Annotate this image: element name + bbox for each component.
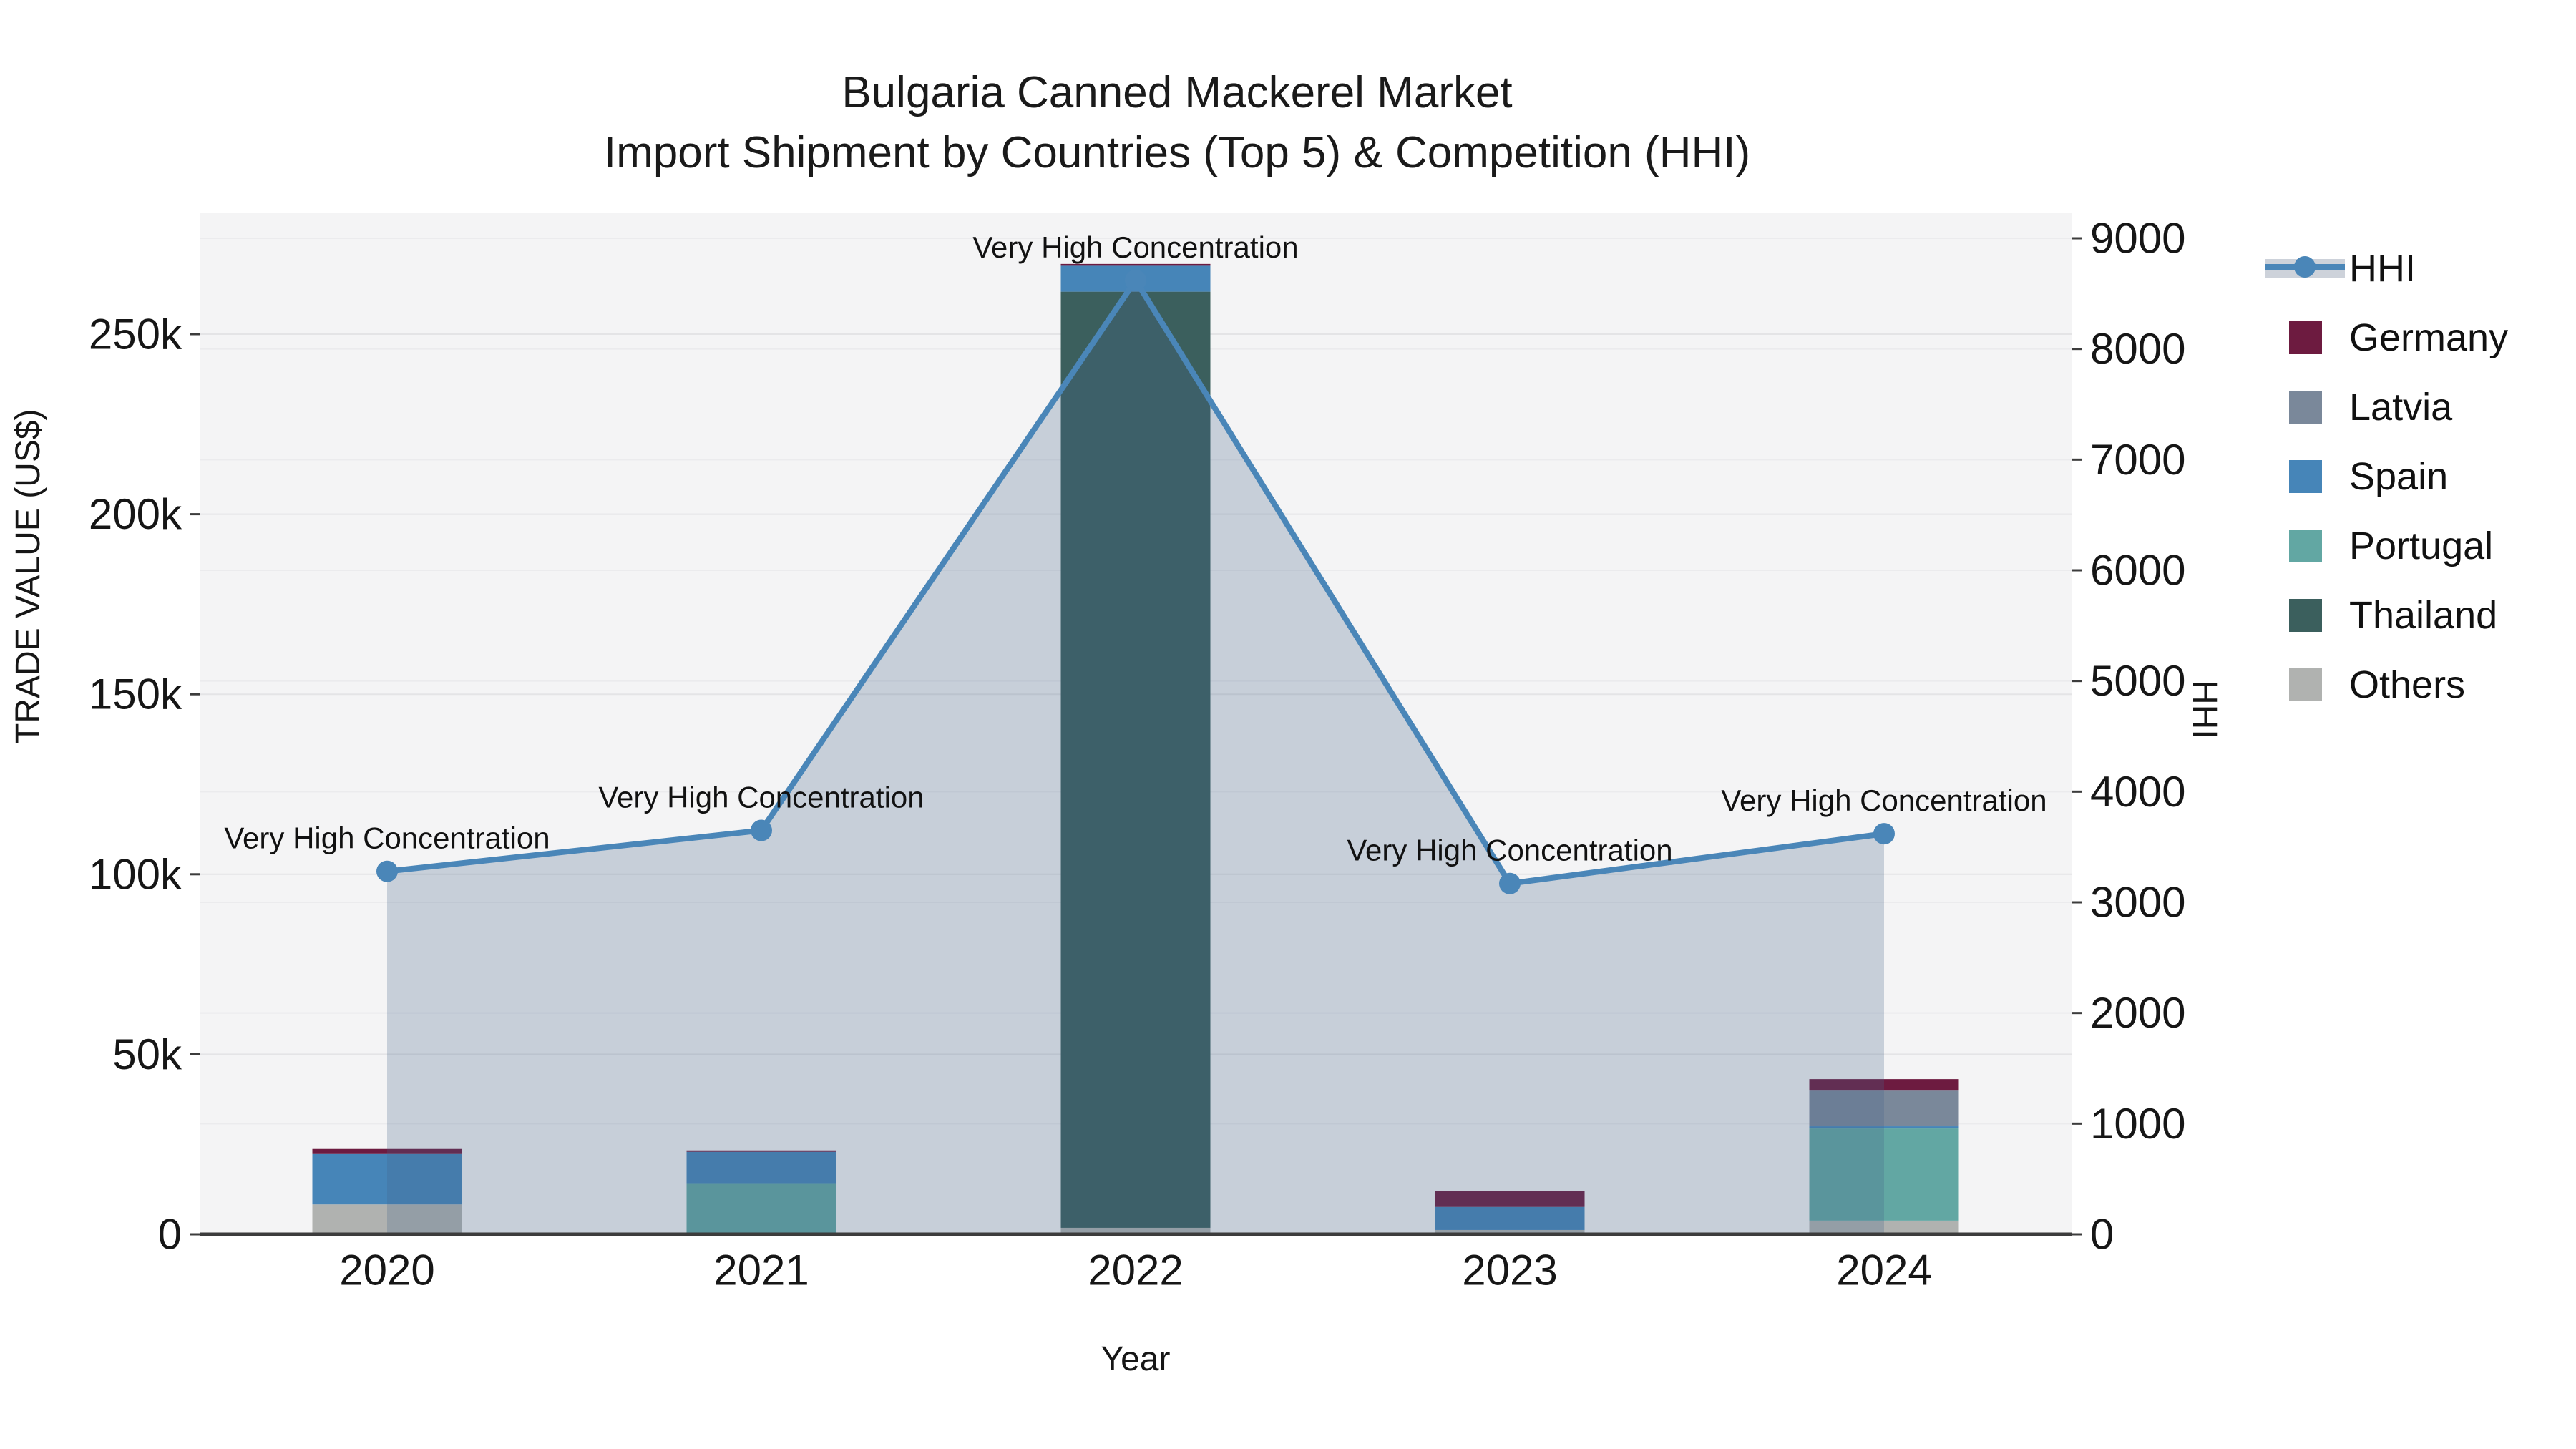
x-tick-label-2022: 2022 [1088,1246,1183,1294]
hhi-area [387,280,1884,1235]
left-tick-label: 0 [158,1211,182,1259]
right-tick-label: 4000 [2090,768,2185,816]
legend-item-spain: Spain [2265,441,2508,511]
legend-color-swatch [2289,668,2322,701]
annotation-2021: Very High Concentration [598,780,924,814]
hhi-marker-2021 [751,819,772,841]
legend-color-swatch [2289,598,2322,632]
left-tick-label: 50k [112,1030,182,1078]
right-tick-label: 3000 [2090,879,2185,927]
legend-color-swatch [2289,529,2322,562]
right-tick-label: 6000 [2090,547,2185,595]
legend-label: Latvia [2349,385,2453,429]
chart-legend: HHI Germany Latvia Spain Portugal Thailand Oth… [2265,233,2508,719]
legend-item-latvia: Latvia [2265,372,2508,441]
bar-segment-spain-2021 [686,1151,836,1184]
bar-segment-germany-2021 [686,1150,836,1152]
legend-label: Others [2349,663,2466,706]
left-tick-label: 100k [89,850,182,898]
x-axis-title: Year [1101,1340,1171,1378]
bar-segment-spain-2023 [1435,1206,1585,1230]
bar-segment-germany-2023 [1435,1191,1585,1207]
chart-title: Bulgaria Canned Mackerel Market Import S… [200,63,2154,183]
legend-item-hhi: HHI [2265,233,2508,303]
legend-line-swatch-icon [2265,252,2345,285]
x-tick-label-2020: 2020 [339,1246,434,1294]
left-tick-label: 250k [89,311,182,358]
annotation-2020: Very High Concentration [224,821,550,855]
annotation-2022: Very High Concentration [972,230,1298,264]
y-axis-title-left: TRADE VALUE (US$) [9,409,47,744]
hhi-marker-2020 [376,860,398,882]
y-axis-title-right: HHI [2185,680,2223,739]
legend-label: Portugal [2349,524,2494,567]
legend-label: Germany [2349,316,2509,359]
legend-label: Thailand [2349,593,2498,637]
legend-label: HHI [2349,246,2416,290]
legend-item-others: Others [2265,650,2508,719]
legend-color-swatch [2289,390,2322,424]
bar-segment-others-2022 [1060,1227,1211,1234]
legend-color-swatch [2289,321,2322,354]
right-tick-label: 5000 [2090,657,2185,705]
x-tick-label-2024: 2024 [1836,1246,1931,1294]
bar-segment-latvia-2024 [1809,1090,1959,1127]
bar-segment-spain-2024 [1809,1126,1959,1129]
annotation-2023: Very High Concentration [1347,834,1672,867]
bar-segment-thailand-2022 [1060,291,1211,1228]
chart-title-line2: Import Shipment by Countries (Top 5) & C… [603,128,1751,177]
legend-item-germany: Germany [2265,303,2508,372]
bar-segment-germany-2020 [312,1148,462,1154]
right-tick-label: 7000 [2090,436,2185,484]
bar-segment-spain-2020 [312,1153,462,1205]
x-tick-label-2021: 2021 [713,1246,809,1294]
bar-segment-others-2024 [1809,1220,1959,1234]
right-tick-label: 9000 [2090,215,2185,263]
x-tick-label-2023: 2023 [1462,1246,1557,1294]
legend-item-portugal: Portugal [2265,511,2508,580]
right-tick-label: 2000 [2090,989,2185,1037]
chart-title-line1: Bulgaria Canned Mackerel Market [841,68,1513,117]
bar-segment-portugal-2024 [1809,1128,1959,1221]
legend-item-thailand: Thailand [2265,580,2508,650]
bar-segment-germany-2022 [1060,263,1211,266]
right-tick-label: 1000 [2090,1100,2185,1148]
right-tick-label: 8000 [2090,325,2185,373]
bar-segment-portugal-2021 [686,1183,836,1234]
bar-segment-germany-2024 [1809,1079,1959,1091]
left-tick-label: 150k [89,670,182,718]
hhi-marker-2023 [1499,872,1521,894]
legend-color-swatch [2289,459,2322,493]
right-tick-label: 0 [2090,1211,2114,1259]
annotation-2024: Very High Concentration [1721,784,2046,817]
hhi-marker-2022 [1125,269,1146,291]
hhi-marker-2024 [1873,823,1895,845]
legend-label: Spain [2349,454,2449,498]
bar-segment-others-2020 [312,1204,462,1234]
bar-segment-others-2023 [1435,1229,1585,1234]
left-tick-label: 200k [89,490,182,538]
